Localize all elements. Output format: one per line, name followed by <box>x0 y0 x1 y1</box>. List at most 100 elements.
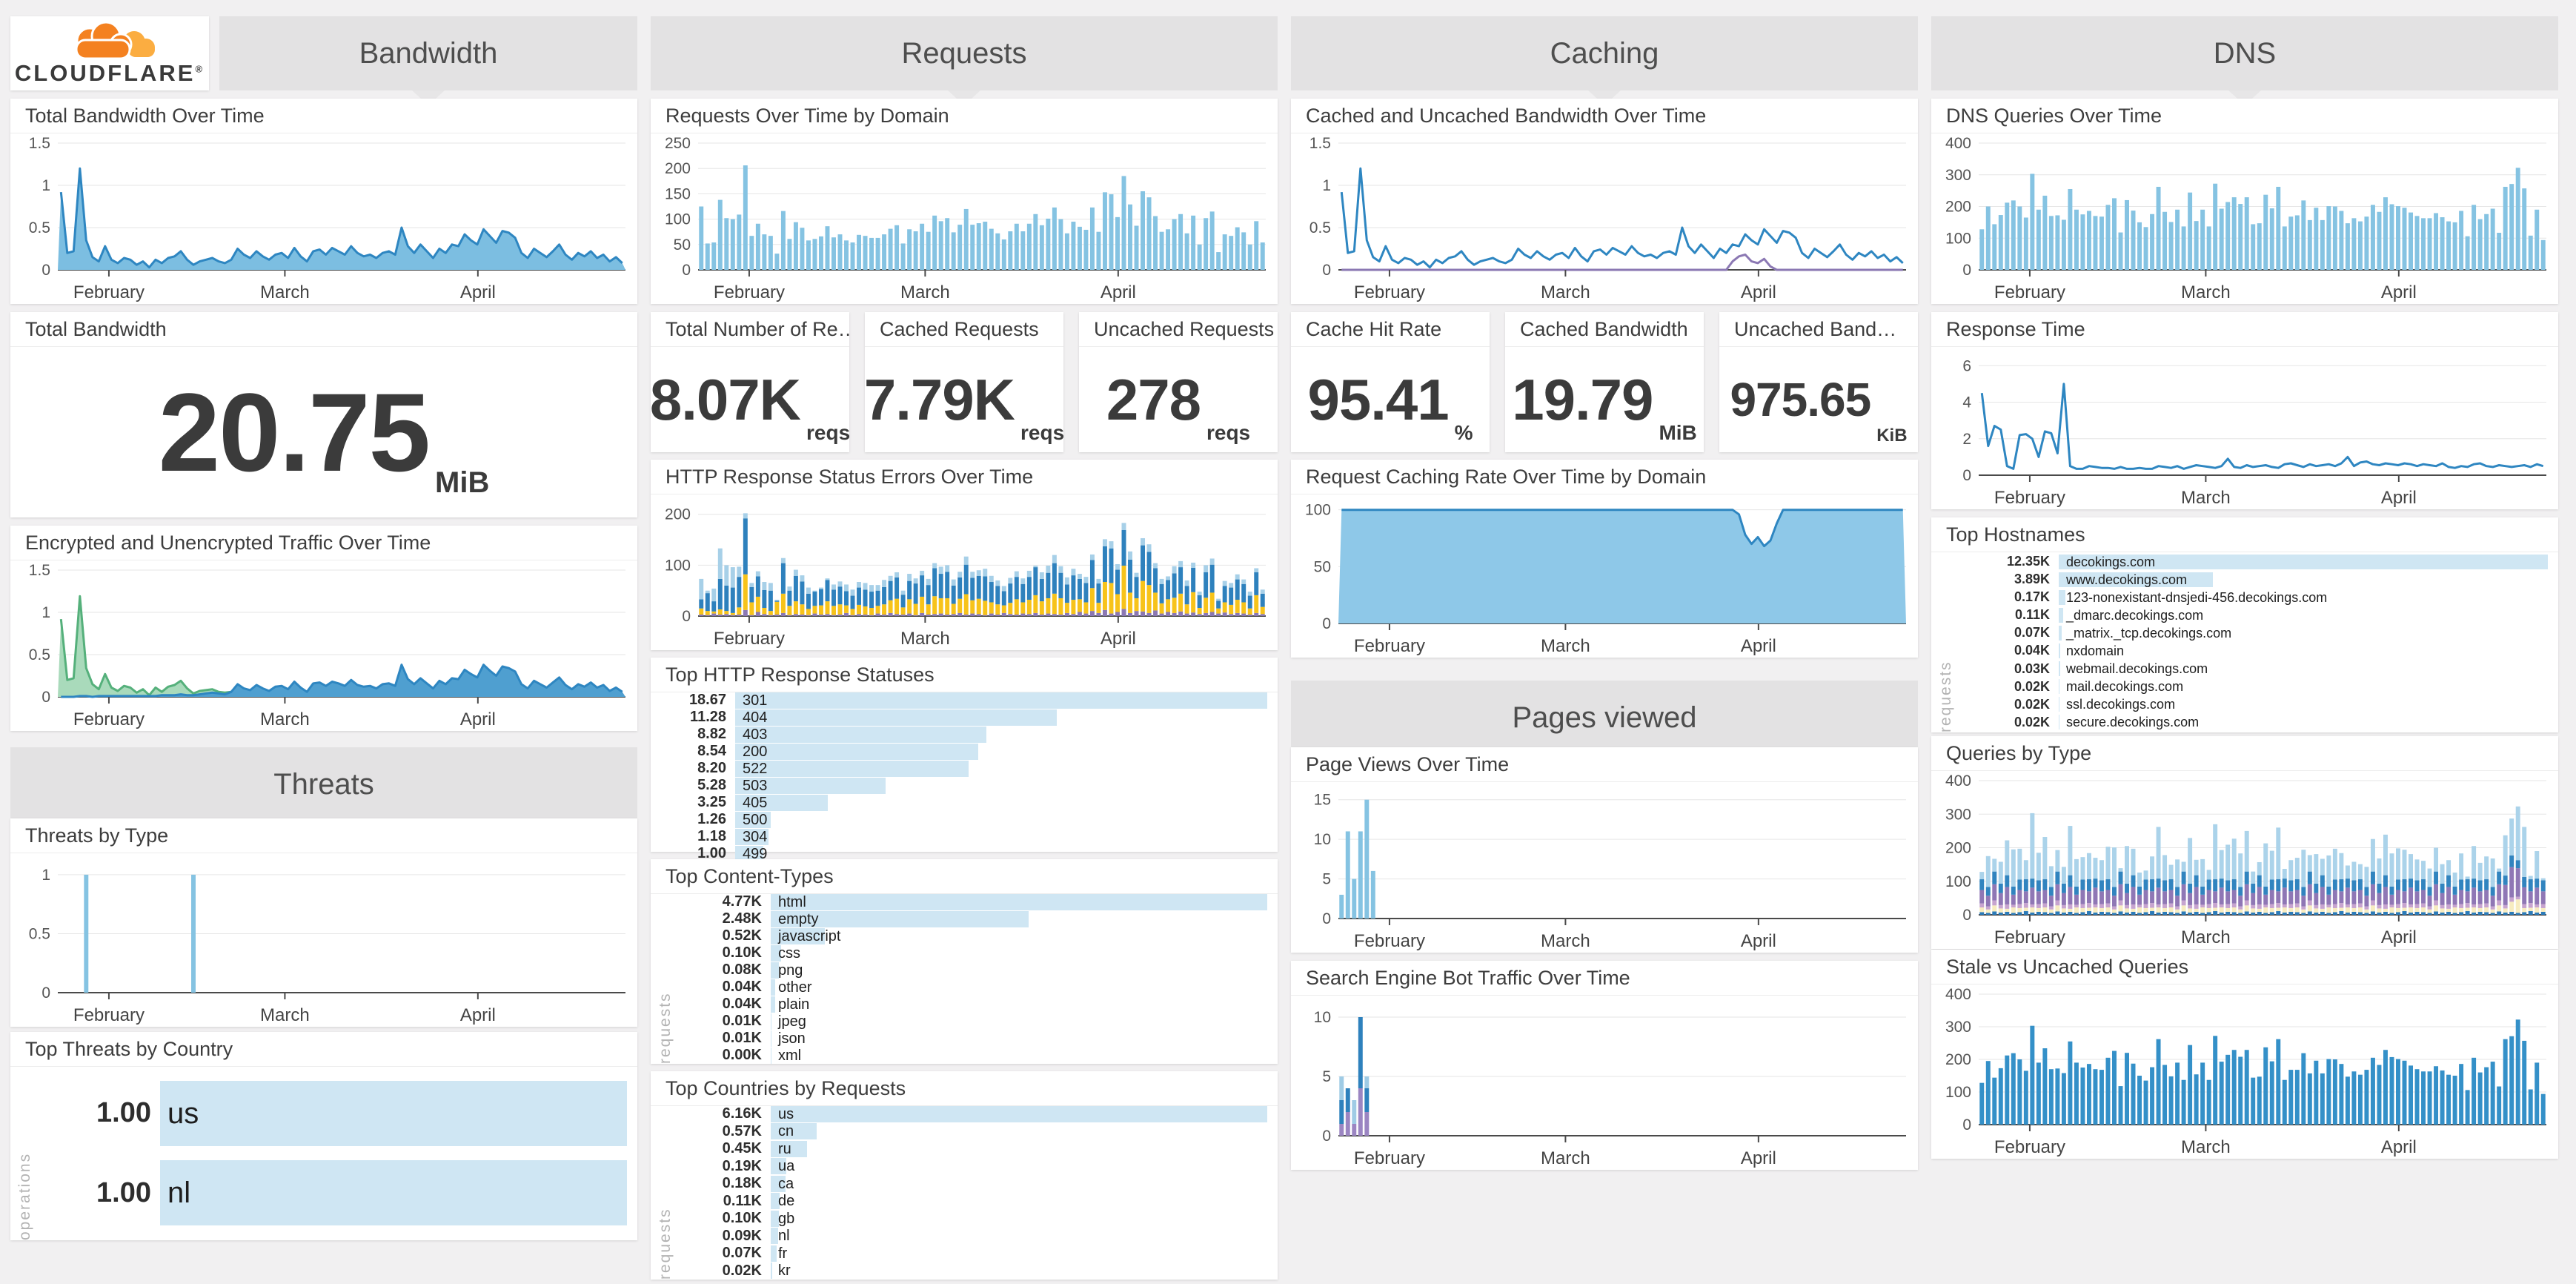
item-bar-track: 503 <box>735 777 1267 794</box>
item-label: 499 <box>743 845 768 862</box>
card-total-bandwidth-over-time: Total Bandwidth Over Time 0 0.5 1 1.5 Februa… <box>10 99 637 304</box>
top-threats-country-list: 1.00 us 1.00 nl <box>10 1066 627 1240</box>
item-value: 0.45K <box>722 1140 762 1157</box>
svg-text:March: March <box>900 282 950 302</box>
item-value: 0.02K <box>2014 678 2050 694</box>
item-label: nl <box>167 1177 191 1210</box>
item-value: 0.08K <box>722 962 762 978</box>
svg-text:10: 10 <box>1314 1009 1331 1026</box>
svg-text:April: April <box>460 1005 496 1025</box>
svg-text:February: February <box>1354 636 1425 656</box>
svg-text:1: 1 <box>42 177 50 194</box>
card-title: Search Engine Bot Traffic Over Time <box>1291 961 1918 996</box>
list-item: 5.28 503 <box>655 777 1267 794</box>
svg-text:0: 0 <box>42 984 50 1002</box>
item-value: 0.04K <box>722 979 762 995</box>
item-value: 0.01K <box>722 1030 762 1046</box>
page-views-chart: 0 5 10 15 February March April <box>1314 792 1906 951</box>
item-bar-track: other <box>771 979 1267 996</box>
stat-value: 20.75 <box>158 369 431 494</box>
svg-text:1.5: 1.5 <box>1309 135 1331 152</box>
item-bar <box>735 828 769 845</box>
item-bar-track: secure.decokings.com <box>2059 715 2548 730</box>
svg-text:March: March <box>2181 1137 2231 1157</box>
stat-value: 8.07K <box>649 366 801 432</box>
svg-text:April: April <box>460 709 496 729</box>
encrypted-traffic-chart: 0 0.5 1 1.5 February March April <box>29 562 625 729</box>
item-label: cn <box>778 1123 794 1140</box>
svg-text:February: February <box>714 282 785 302</box>
svg-text:0: 0 <box>682 262 691 279</box>
item-bar <box>771 1193 780 1210</box>
svg-text:April: April <box>2381 1137 2417 1157</box>
item-bar <box>771 1123 817 1140</box>
item-bar-track: fr <box>771 1245 1267 1262</box>
response-time-chart: 0 2 4 6 February March April <box>1962 357 2546 508</box>
card-title: Requests Over Time by Domain <box>651 99 1278 133</box>
item-value: 0.07K <box>2014 625 2050 641</box>
stat-unit: MiB <box>1659 421 1697 444</box>
list-item: 0.45K ru <box>680 1140 1267 1157</box>
item-label: us <box>167 1096 199 1130</box>
svg-text:February: February <box>73 282 145 302</box>
item-bar <box>2059 625 2062 641</box>
list-item: 0.52K javascript <box>680 927 1267 944</box>
svg-text:March: March <box>1541 636 1590 656</box>
list-item: 4.77K html <box>680 893 1267 910</box>
section-header-dns: DNS <box>1931 16 2558 105</box>
list-item: 0.02K mail.decokings.com <box>1961 679 2548 695</box>
item-bar <box>771 910 1029 927</box>
item-bar <box>735 777 886 794</box>
item-bar-track: _dmarc.decokings.com <box>2059 607 2548 623</box>
svg-text:200: 200 <box>1945 840 1971 857</box>
list-item: 6.16K us <box>680 1105 1267 1122</box>
item-value: 0.10K <box>722 944 762 961</box>
svg-text:February: February <box>1354 282 1425 302</box>
svg-text:100: 100 <box>1945 1084 1971 1101</box>
item-label: 403 <box>743 726 768 743</box>
svg-text:April: April <box>1741 636 1776 656</box>
item-value: 8.54 <box>697 743 726 759</box>
list-item: 1.26 500 <box>655 811 1267 828</box>
item-value: 1.00 <box>96 1177 151 1208</box>
card-total-requests: Total Number of Re… 8.07K reqs <box>649 312 850 452</box>
card-title: Uncached Requests <box>1079 312 1278 347</box>
card-threats-by-type: Threats by Type 0 0.5 1 February March April <box>10 818 637 1027</box>
item-label: us <box>778 1105 794 1122</box>
svg-text:February: February <box>73 709 145 729</box>
item-label: gb <box>778 1210 795 1227</box>
svg-text:0: 0 <box>42 262 50 279</box>
svg-text:March: March <box>900 629 950 649</box>
svg-text:March: March <box>2181 927 2231 947</box>
svg-text:1: 1 <box>1322 177 1331 194</box>
requests-over-time-chart: 0 50 100 150 200 250 February March April <box>665 135 1266 302</box>
item-bar-track: decokings.com <box>2059 554 2548 569</box>
list-item: 8.82 403 <box>655 726 1267 743</box>
list-item: 0.09K nl <box>680 1228 1267 1245</box>
item-label: decokings.com <box>2066 554 2156 569</box>
item-bar-track: xml <box>771 1047 1267 1064</box>
item-value: 4.77K <box>722 893 762 910</box>
card-title: Request Caching Rate Over Time by Domain <box>1291 460 1918 494</box>
item-bar-track: nl <box>160 1160 627 1226</box>
card-requests-over-time: Requests Over Time by Domain 0 50 100 150 20… <box>651 99 1278 304</box>
cloudflare-logo: CLOUDFLARE® <box>10 16 209 90</box>
svg-text:0: 0 <box>1962 467 1971 484</box>
item-bar-track: 403 <box>735 726 1267 743</box>
item-label: plain <box>778 996 810 1013</box>
item-bar <box>771 1210 779 1227</box>
item-bar <box>771 927 826 944</box>
item-bar-track: 301 <box>735 692 1267 709</box>
card-title: Uncached Band… <box>1719 312 1918 347</box>
card-title: Total Bandwidth Over Time <box>10 99 637 133</box>
svg-text:February: February <box>714 629 785 649</box>
card-page-views: Page Views Over Time 0 5 10 15 February March… <box>1291 747 1918 953</box>
list-item: 1.00 us <box>40 1080 627 1146</box>
svg-text:200: 200 <box>1945 199 1971 216</box>
svg-text:0: 0 <box>1962 1116 1971 1134</box>
svg-text:5: 5 <box>1322 871 1331 888</box>
svg-text:100: 100 <box>1945 873 1971 890</box>
item-bar <box>771 1245 777 1262</box>
item-label: nxdomain <box>2066 643 2125 658</box>
item-label: 123-nonexistant-dnsjedi-456.decokings.co… <box>2066 589 2328 605</box>
